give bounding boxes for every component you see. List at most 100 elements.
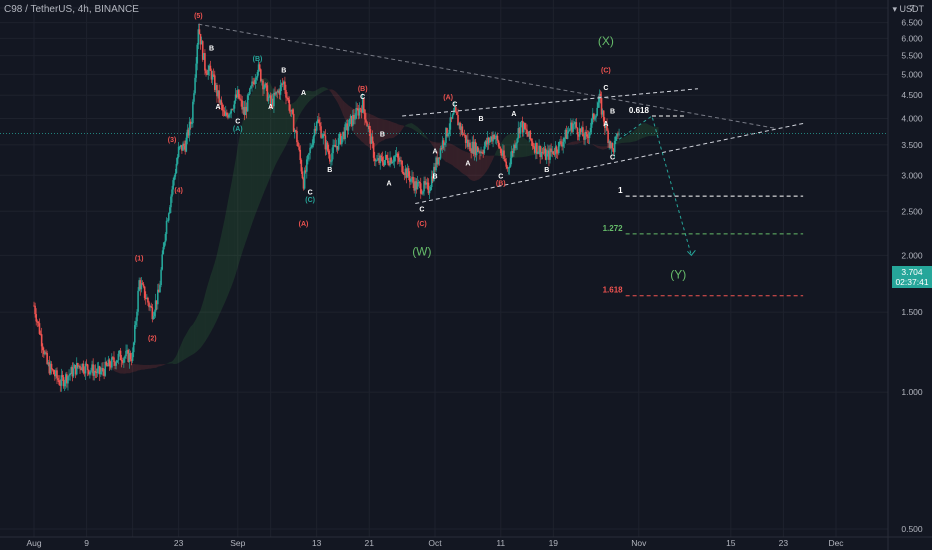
- symbol-name[interactable]: C98 / TetherUS: [4, 4, 73, 15]
- candle-body: [246, 95, 249, 112]
- cloud-segment: [387, 120, 389, 139]
- cloud-segment: [401, 125, 403, 132]
- cloud-segment: [255, 85, 257, 215]
- candle-body: [574, 122, 577, 124]
- candle-body: [61, 375, 64, 378]
- candle-body: [471, 141, 474, 153]
- candle-body: [293, 130, 296, 132]
- candle-body: [524, 123, 526, 129]
- candle-body: [199, 33, 202, 45]
- cloud-segment: [258, 80, 260, 207]
- candle-body: [211, 74, 214, 80]
- candle-body: [245, 106, 248, 112]
- cloud-segment: [280, 97, 282, 156]
- cloud-segment: [637, 126, 639, 141]
- candle-body: [403, 174, 406, 175]
- candle-body: [205, 70, 207, 74]
- candle-body: [165, 220, 168, 234]
- candle-body: [423, 181, 425, 192]
- cloud-segment: [225, 207, 227, 301]
- candle-body: [198, 29, 201, 34]
- cloud-segment: [294, 100, 296, 126]
- cloud-segment: [577, 140, 579, 145]
- candle-body: [439, 148, 442, 159]
- candle-body: [520, 120, 523, 123]
- cloud-segment: [379, 118, 381, 143]
- candle-body: [68, 375, 70, 377]
- candle-body: [119, 350, 122, 361]
- cloud-segment: [616, 141, 618, 145]
- cloud-segment: [138, 364, 140, 371]
- cloud-segment: [605, 146, 608, 149]
- candle-body: [415, 181, 418, 190]
- cloud-segment: [199, 309, 201, 350]
- cloud-segment: [487, 155, 489, 170]
- currency-label[interactable]: ▾ USDT: [892, 4, 924, 15]
- candle-body: [478, 151, 480, 153]
- candle-body: [261, 80, 263, 82]
- candle-body: [307, 155, 309, 160]
- candle-body: [102, 368, 104, 372]
- price-axis[interactable]: 0.500 1.000 1.500 2.000 2.500 3.000 3.500 4.000…: [887, 0, 923, 550]
- candle-body: [140, 283, 143, 290]
- candle-body: [334, 144, 337, 148]
- cloud-segment: [307, 90, 310, 103]
- candle-body: [240, 99, 242, 101]
- cloud-segment: [252, 90, 254, 224]
- candle-body: [402, 172, 405, 175]
- candle-body: [255, 77, 258, 80]
- time-axis[interactable]: Aug 9 23 Sep 13 21 Oct 11 19 Nov 15 23 Dec: [0, 536, 932, 548]
- candle-body: [64, 374, 67, 383]
- candle-body: [69, 373, 71, 376]
- candle-body: [527, 134, 529, 137]
- time-tick-label: 13: [312, 538, 322, 548]
- time-tick-label: Sep: [230, 538, 245, 548]
- wave-label: C: [610, 154, 615, 161]
- candle-body: [452, 112, 455, 115]
- wave-label: A: [432, 148, 437, 155]
- cloud-segment: [326, 88, 328, 91]
- candle-body: [518, 128, 521, 134]
- candle-body: [445, 128, 447, 143]
- cloud-segment: [635, 128, 637, 142]
- candle-body: [567, 130, 570, 132]
- candle-body: [607, 130, 609, 143]
- candle-body: [101, 368, 103, 372]
- grid: [0, 0, 888, 537]
- candle-body: [436, 157, 438, 165]
- candle-body: [578, 128, 581, 137]
- candle-body: [258, 64, 261, 70]
- candle-body: [359, 108, 362, 110]
- cloud-segment: [373, 115, 375, 148]
- cloud-segment: [321, 87, 323, 93]
- cloud-segment: [490, 155, 492, 164]
- symbol-header[interactable]: C98 / TetherUS, 4h, BINANCE: [4, 4, 139, 15]
- price-tick-label: 4.500: [901, 90, 923, 100]
- price-tick-label: 3.500: [901, 140, 923, 150]
- candle-body: [325, 142, 328, 150]
- cloud-segment: [325, 87, 327, 91]
- price-tick-label: 5.000: [901, 69, 923, 79]
- candle-body: [357, 108, 360, 116]
- cloud-segment: [313, 91, 315, 98]
- wave-label: A: [511, 111, 516, 118]
- candle-body: [189, 121, 192, 125]
- cloud-segment: [198, 312, 200, 351]
- cloud-segment: [315, 89, 317, 97]
- cloud-segment: [210, 272, 212, 333]
- fib-level-label: 1.618: [603, 286, 624, 295]
- cloud-segment: [253, 88, 255, 221]
- candle-body: [406, 168, 409, 178]
- candle-body: [149, 306, 151, 308]
- candle-body: [39, 333, 42, 335]
- candle-body: [73, 365, 76, 369]
- cloud-segment: [494, 153, 496, 157]
- cloud-segment: [221, 229, 223, 311]
- time-tick-label: Nov: [631, 538, 647, 548]
- interval[interactable]: 4h: [77, 4, 89, 15]
- candle-body: [591, 113, 594, 119]
- candle-body: [526, 129, 528, 135]
- time-tick-label: 21: [365, 538, 375, 548]
- candle-body: [539, 145, 541, 158]
